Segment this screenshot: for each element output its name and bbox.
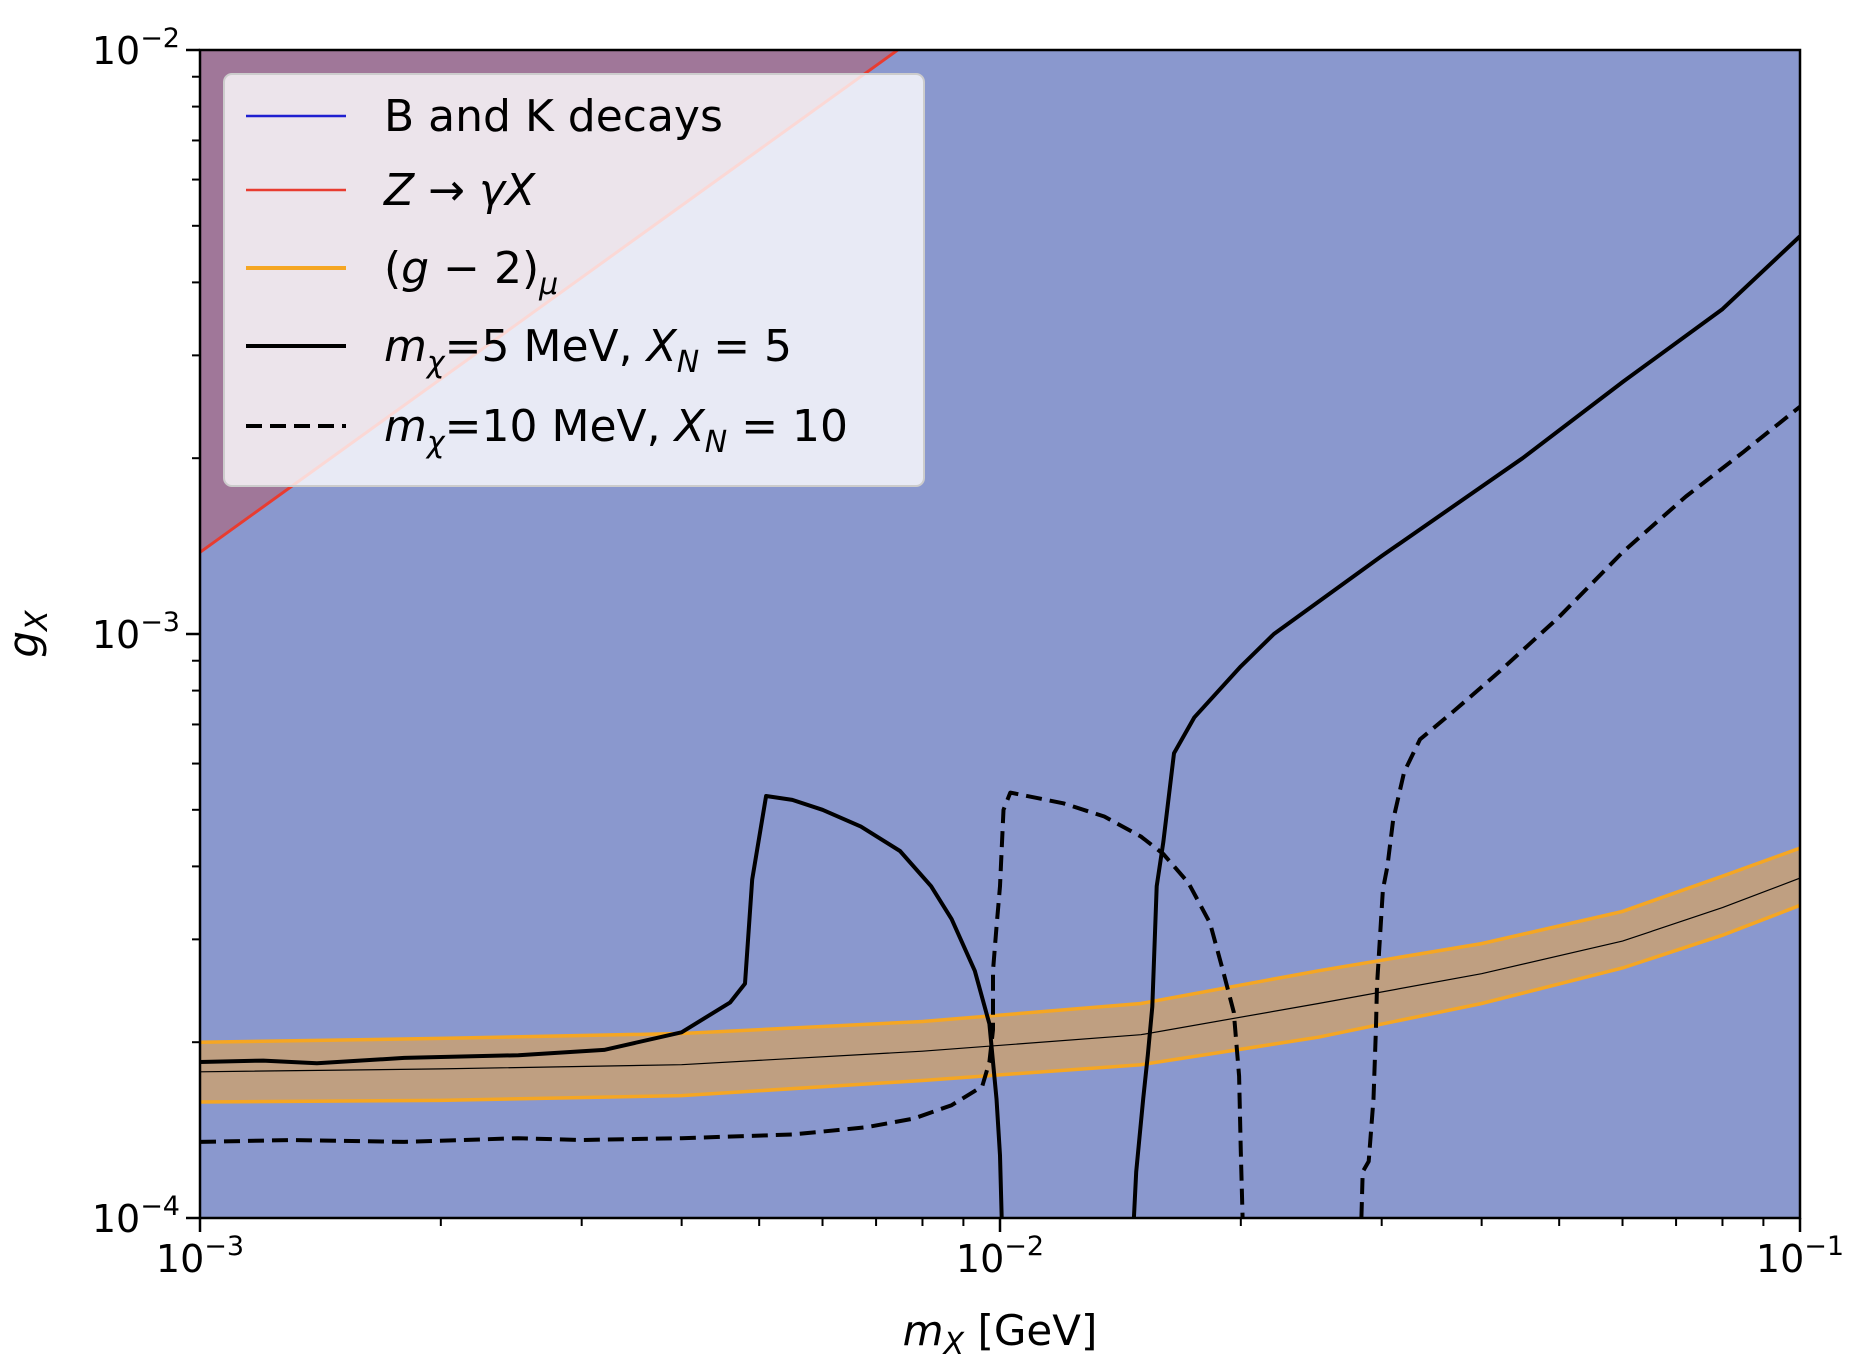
g2-central-line xyxy=(200,877,1800,1073)
y-tick-label: 10−2 xyxy=(92,23,180,73)
x-axis-label: mX [GeV] xyxy=(903,1306,1098,1360)
solid-curve-segment-1 xyxy=(200,794,1004,1218)
dashed-curve-segment-1 xyxy=(200,790,1245,1218)
legend-label-solid: mχ=5 MeV, XN = 5 xyxy=(384,321,792,380)
dashed-curve-segment-2 xyxy=(1359,405,1800,1218)
legend-label-g2: (g − 2)μ xyxy=(384,243,558,302)
legend-label-bk: B and K decays xyxy=(384,91,723,142)
legend-label-z: Z → γX xyxy=(383,165,536,216)
legend-box xyxy=(223,73,925,487)
x-tick-label: 10−2 xyxy=(956,1231,1044,1281)
solid-curve-segment-2 xyxy=(1131,234,1800,1218)
y-axis-label: gX xyxy=(0,609,55,658)
legend: B and K decays Z → γX (g − 2)μ mχ=5 MeV, XN… xyxy=(223,73,925,487)
legend-label-dashed: mχ=10 MeV, XN = 10 xyxy=(384,401,848,460)
g2-upper-edge xyxy=(200,846,1800,1044)
axis-ticks: 10−3 10−2 10−110−410−310−2 xyxy=(92,23,1844,1281)
x-tick-label: 10−3 xyxy=(156,1231,244,1281)
y-tick-label: 10−3 xyxy=(92,607,180,657)
g2-lower-edge xyxy=(200,903,1800,1104)
g2-band xyxy=(200,848,1800,1102)
x-tick-label: 10−1 xyxy=(1756,1231,1844,1281)
y-tick-label: 10−4 xyxy=(92,1191,180,1241)
